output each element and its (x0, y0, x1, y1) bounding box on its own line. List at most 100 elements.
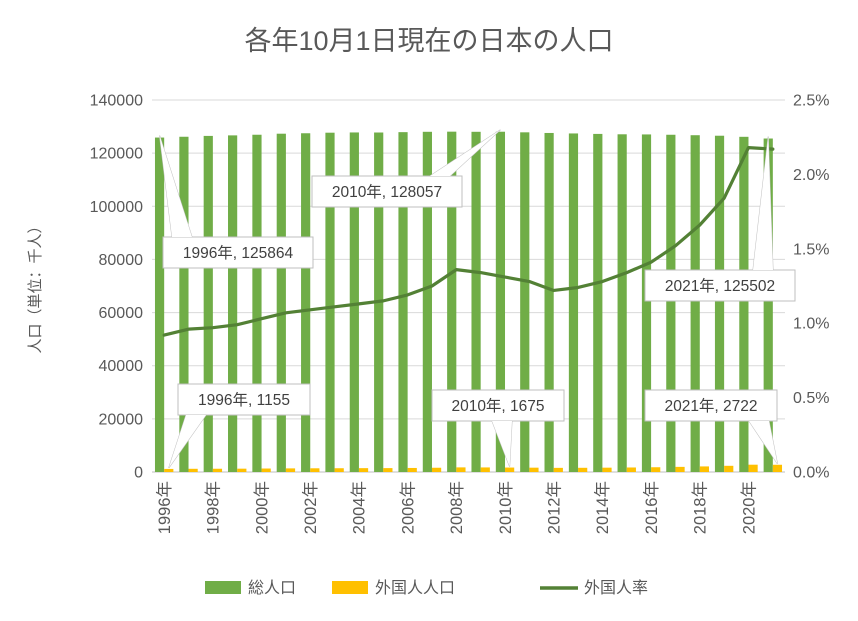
foreign-population-bar (188, 468, 198, 472)
total-population-bar (593, 133, 603, 472)
foreign-population-bar (553, 467, 563, 472)
x-axis-tick-label: 2016年 (642, 481, 661, 534)
foreign-population-bar (675, 466, 685, 472)
total-population-bar (228, 135, 238, 472)
data-callouts: 1996年, 125864 2010年, 128057 2021年, 125502 1… (159, 129, 796, 469)
total-population-bar (471, 131, 481, 472)
foreign-population-bar (529, 467, 539, 472)
x-axis-tick-label: 2004年 (350, 481, 369, 534)
right-axis-tick-label: 1.0% (793, 316, 829, 333)
foreign-population-bar (285, 468, 296, 472)
x-axis-tick-label: 2018年 (691, 481, 710, 534)
total-population-bar (398, 132, 408, 472)
foreign-population-bar (212, 468, 223, 472)
total-population-bar (276, 133, 286, 473)
foreign-population-bar (578, 467, 588, 472)
total-population-bar (544, 132, 554, 473)
x-axis-tick-label: 2002年 (301, 481, 320, 534)
foreign-population-bar (431, 467, 442, 472)
callout-label: 2010年, 1675 (451, 397, 544, 415)
foreign-population-bar (237, 468, 247, 472)
foreign-population-bar (480, 467, 490, 472)
left-axis-title: 人口（単位：千人） (27, 218, 44, 353)
legend-item: 外国人人口 (332, 579, 455, 597)
callout-box (177, 383, 311, 416)
total-population-bar (179, 136, 189, 472)
left-axis-tick-label: 100000 (90, 199, 143, 216)
data-callout: 1996年, 125864 (159, 135, 314, 269)
callout-pointer-fill (749, 421, 778, 464)
callout-box (162, 236, 314, 269)
callout-label: 1996年, 1155 (198, 391, 290, 409)
legend-swatch (332, 581, 368, 594)
total-population-bar (641, 134, 652, 472)
total-population-bar (325, 132, 335, 473)
right-axis-tick-label: 2.0% (793, 167, 829, 184)
legend-label: 外国人人口 (375, 579, 455, 597)
callout-label: 2010年, 128057 (332, 183, 442, 201)
x-axis-tick-label: 2014年 (593, 481, 612, 534)
total-population-bar (447, 131, 457, 472)
foreign-population-bar (310, 468, 320, 472)
right-axis-tick-label: 2.5% (793, 93, 829, 110)
data-callout: 2010年, 128057 (311, 129, 501, 208)
total-population-bar (252, 134, 262, 472)
callout-box (311, 175, 463, 208)
bar-series (154, 131, 783, 473)
right-axis-tick-label: 0.5% (793, 390, 829, 407)
x-axis-tick-label: 2008年 (447, 481, 466, 534)
line-series (162, 146, 775, 337)
data-callout: 2021年, 125502 (644, 136, 796, 302)
data-callout: 1996年, 1155 (168, 383, 311, 469)
foreign-population-bar (383, 468, 393, 472)
total-population-bar (568, 133, 579, 472)
callout-label: 2021年, 125502 (665, 277, 775, 295)
x-axis-tick-label: 2000年 (252, 481, 271, 534)
total-population-bar (714, 135, 725, 472)
x-axis-tick-label: 2006年 (398, 481, 417, 534)
left-axis-tick-label: 60000 (99, 305, 144, 322)
foreign-population-bar (164, 468, 174, 472)
callout-box (644, 269, 796, 302)
foreign-population-bar (772, 464, 783, 472)
data-callout: 2021年, 2722 (644, 389, 778, 465)
foreign-population-bar (261, 468, 271, 472)
total-population-bar (349, 132, 359, 472)
callout-box (644, 389, 778, 422)
foreign-population-bar (748, 464, 758, 472)
x-axis-tick-label: 1998年 (204, 481, 223, 534)
legend-item: 外国人率 (540, 579, 648, 597)
chart-title: 各年10月1日現在の日本の人口 (244, 26, 613, 56)
legend-label: 外国人率 (584, 579, 648, 597)
x-axis-tick-label: 1996年 (155, 481, 174, 534)
total-population-bar (203, 135, 213, 472)
total-population-bar (666, 134, 676, 472)
foreign-population-bar (626, 467, 636, 472)
total-population-bar (301, 133, 311, 473)
callout-pointer-fill (168, 415, 206, 468)
chart-legend: 総人口 外国人人口 外国人率 (205, 579, 648, 597)
foreign-population-bar (699, 466, 709, 472)
foreign-population-bar (456, 467, 466, 472)
x-axis-tick-label: 2012年 (544, 481, 563, 534)
total-population-bar (763, 138, 773, 472)
foreign-population-bar (407, 467, 417, 472)
left-axis-tick-label: 80000 (99, 252, 144, 269)
foreign-population-bar (724, 465, 734, 472)
callout-box (431, 389, 565, 422)
total-population-bar (154, 137, 165, 472)
foreign-population-bar (358, 468, 369, 472)
callout-pointer-fill (159, 135, 192, 237)
right-axis-tick-label: 0.0% (793, 465, 829, 482)
total-population-bar (690, 135, 700, 473)
foreign-population-bar (505, 467, 515, 472)
right-axis-tick-label: 1.5% (793, 241, 829, 258)
callout-label: 2021年, 2722 (664, 397, 757, 415)
left-axis-tick-label: 40000 (99, 358, 144, 375)
foreigner-rate-line (162, 146, 775, 337)
foreign-population-bar (334, 468, 344, 472)
total-population-bar (520, 132, 530, 473)
axis-tick-labels: 0 20000 40000 60000 80000 100000 120000 140000 0… (90, 93, 830, 535)
